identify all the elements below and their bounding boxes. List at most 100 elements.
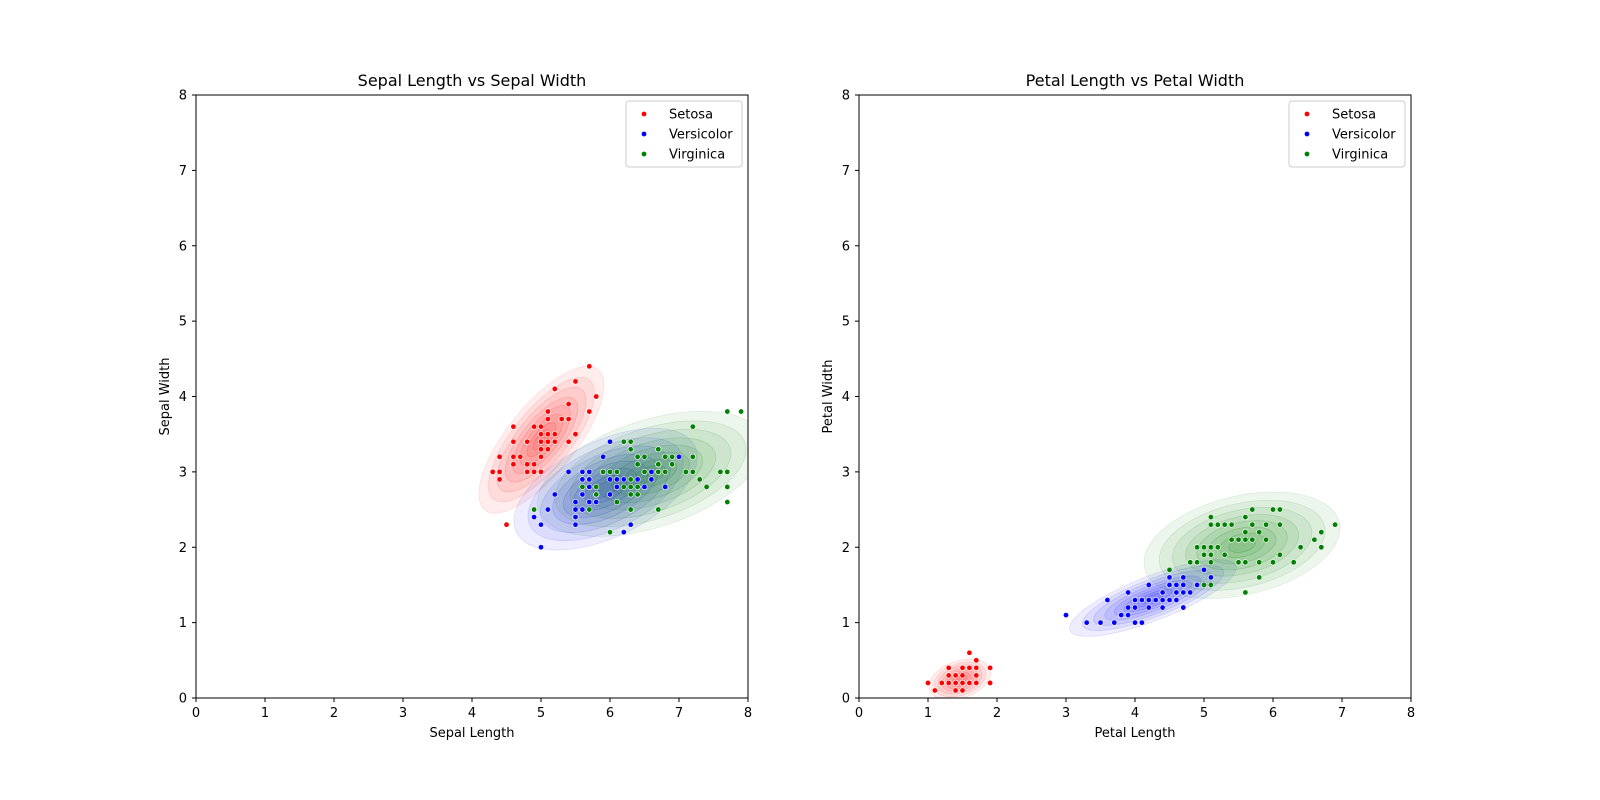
- data-point: [662, 483, 669, 490]
- data-point: [537, 431, 544, 438]
- density-contours: [928, 491, 1341, 698]
- data-point: [959, 664, 966, 671]
- data-point: [1194, 544, 1201, 551]
- data-point: [551, 431, 558, 438]
- data-point: [496, 476, 503, 483]
- data-point: [634, 461, 641, 468]
- data-point: [620, 529, 627, 536]
- data-point: [1242, 559, 1249, 566]
- data-point: [1166, 574, 1173, 581]
- data-point: [579, 483, 586, 490]
- plot-area: [478, 363, 748, 551]
- data-point: [613, 499, 620, 506]
- data-point: [586, 363, 593, 370]
- data-point: [655, 446, 662, 453]
- y-tick-label: 8: [842, 89, 850, 104]
- data-point: [1173, 597, 1180, 604]
- data-point: [537, 521, 544, 528]
- data-point: [627, 491, 634, 498]
- data-point: [641, 468, 648, 475]
- x-tick-label: 6: [606, 706, 614, 721]
- data-point: [531, 506, 538, 513]
- data-point: [1194, 559, 1201, 566]
- data-point: [689, 468, 696, 475]
- data-point: [537, 544, 544, 551]
- x-tick-label: 6: [1269, 706, 1277, 721]
- data-point: [959, 687, 966, 694]
- legend: Setosa Versicolor Virginica: [1288, 100, 1406, 168]
- data-point: [1228, 536, 1235, 543]
- series-virginica: [531, 408, 745, 536]
- data-point: [1318, 544, 1325, 551]
- legend-marker: [1304, 111, 1310, 117]
- data-point: [634, 476, 641, 483]
- data-point: [503, 521, 510, 528]
- data-point: [586, 506, 593, 513]
- x-tick-label: 3: [399, 706, 407, 721]
- y-tick-label: 0: [842, 692, 850, 707]
- x-tick-label: 0: [855, 706, 863, 721]
- legend-marker: [641, 111, 647, 117]
- y-tick-label: 1: [179, 616, 187, 631]
- series-virginica: [1166, 506, 1339, 596]
- density-contour: [1185, 514, 1299, 577]
- y-tick-label: 0: [179, 692, 187, 707]
- data-point: [1132, 604, 1139, 611]
- data-point: [717, 468, 724, 475]
- data-point: [586, 468, 593, 475]
- data-point: [1249, 506, 1256, 513]
- data-point: [1207, 521, 1214, 528]
- series-setosa: [924, 649, 994, 694]
- data-point: [1125, 589, 1132, 596]
- data-point: [1214, 544, 1221, 551]
- data-point: [579, 468, 586, 475]
- data-point: [565, 401, 572, 408]
- data-point: [537, 438, 544, 445]
- legend-marker: [1304, 151, 1310, 157]
- data-point: [1132, 597, 1139, 604]
- data-point: [572, 514, 579, 521]
- data-point: [1276, 551, 1283, 558]
- data-point: [524, 461, 531, 468]
- x-tick-label: 5: [537, 706, 545, 721]
- data-point: [1221, 521, 1228, 528]
- data-point: [544, 408, 551, 415]
- data-point: [586, 476, 593, 483]
- y-tick-label: 5: [179, 315, 187, 330]
- data-point: [1152, 597, 1159, 604]
- data-point: [973, 664, 980, 671]
- legend-label: Setosa: [1332, 108, 1376, 123]
- data-point: [1228, 521, 1235, 528]
- y-tick-label: 2: [842, 541, 850, 556]
- data-point: [959, 679, 966, 686]
- data-point: [703, 483, 710, 490]
- legend-marker: [641, 151, 647, 157]
- data-point: [1104, 597, 1111, 604]
- data-point: [600, 468, 607, 475]
- data-point: [537, 423, 544, 430]
- data-point: [496, 453, 503, 460]
- data-point: [1097, 619, 1104, 626]
- data-point: [724, 408, 731, 415]
- data-point: [1221, 551, 1228, 558]
- data-point: [1207, 581, 1214, 588]
- y-axis-label: Petal Width: [821, 360, 836, 434]
- data-point: [579, 506, 586, 513]
- data-point: [1125, 604, 1132, 611]
- legend-marker: [641, 131, 647, 137]
- data-point: [1256, 559, 1263, 566]
- data-point: [689, 423, 696, 430]
- data-point: [613, 476, 620, 483]
- data-point: [586, 483, 593, 490]
- data-point: [1138, 619, 1145, 626]
- y-tick-label: 7: [842, 164, 850, 179]
- data-point: [1180, 604, 1187, 611]
- data-point: [662, 468, 669, 475]
- data-point: [537, 453, 544, 460]
- data-point: [579, 476, 586, 483]
- data-point: [1201, 581, 1208, 588]
- data-point: [1187, 589, 1194, 596]
- density-contour: [562, 460, 649, 518]
- data-point: [613, 483, 620, 490]
- data-point: [655, 461, 662, 468]
